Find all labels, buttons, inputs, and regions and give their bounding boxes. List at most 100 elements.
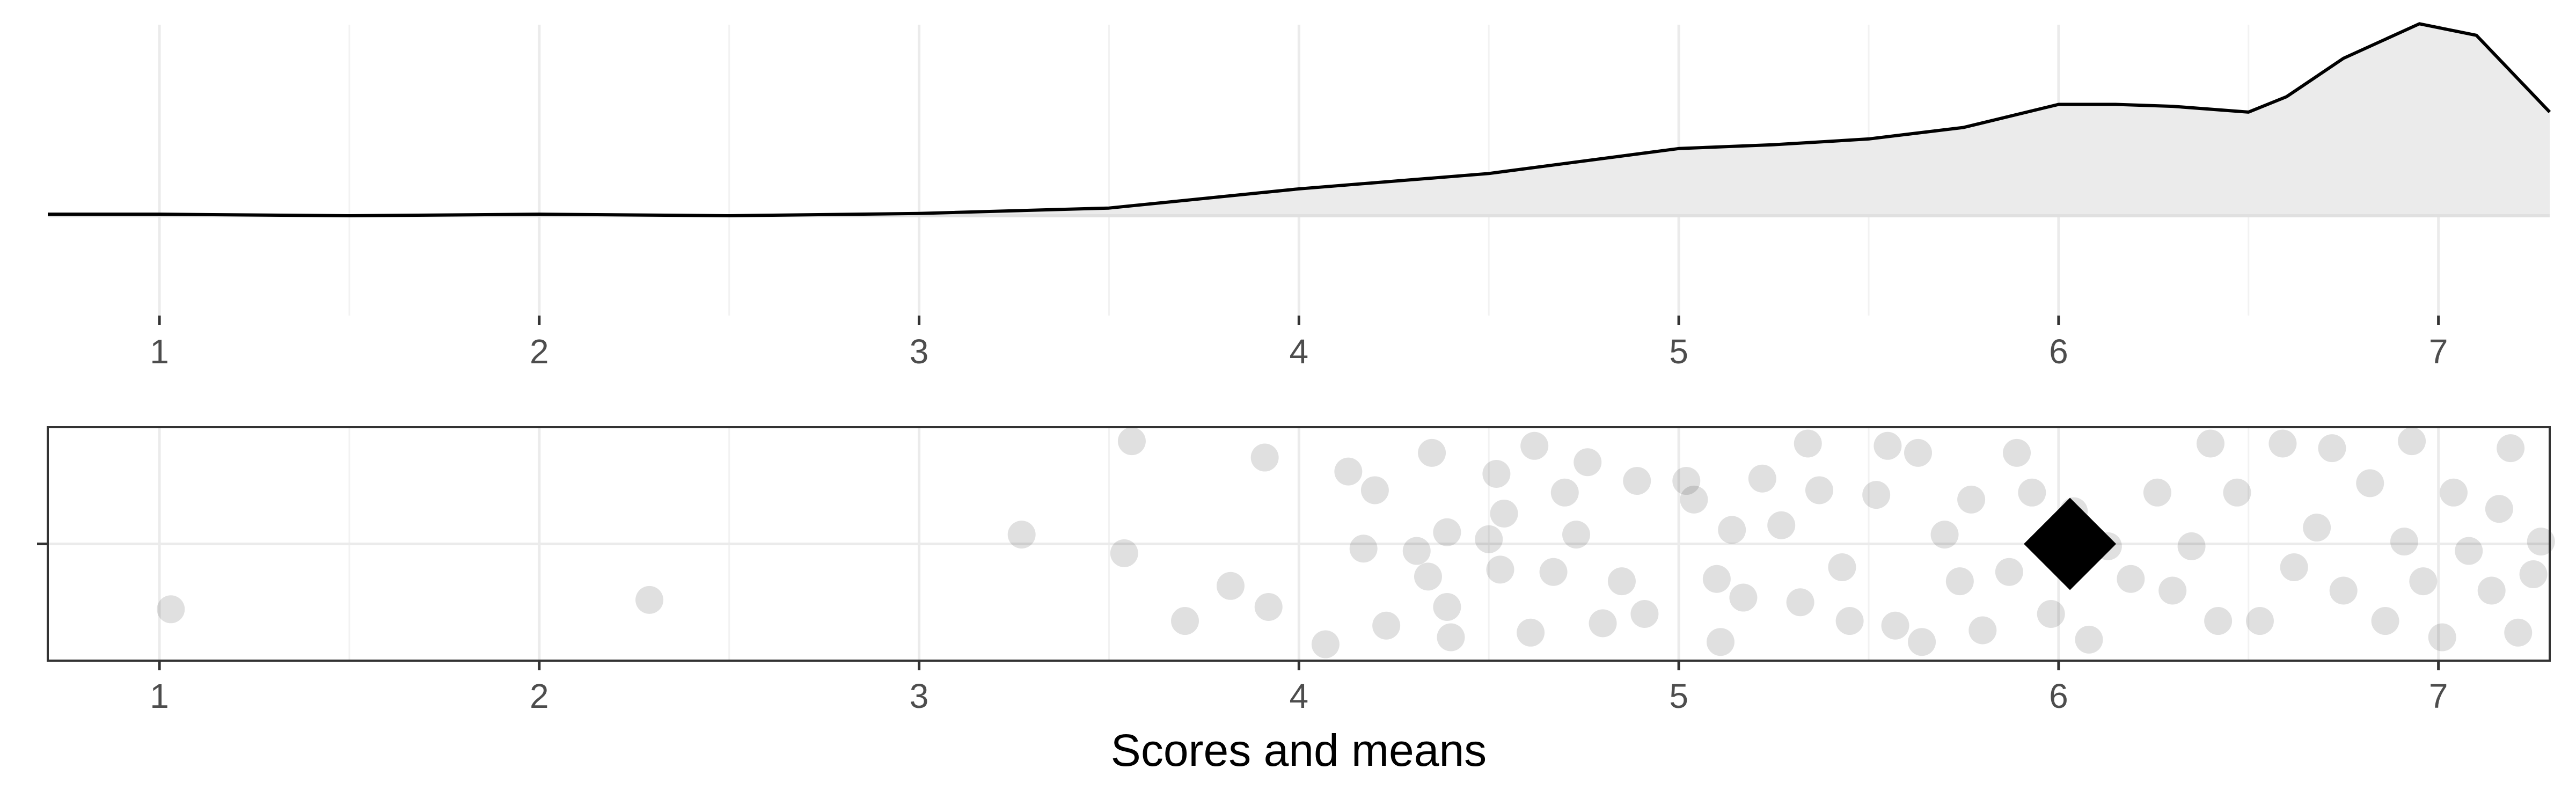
point bbox=[1828, 553, 1856, 581]
point bbox=[2018, 478, 2046, 507]
point bbox=[2439, 478, 2468, 507]
point bbox=[2398, 427, 2426, 456]
x-tick-label: 4 bbox=[1290, 677, 1309, 715]
point bbox=[1171, 607, 1199, 635]
point bbox=[2177, 532, 2206, 560]
point bbox=[2485, 495, 2513, 523]
point bbox=[1957, 485, 1986, 514]
x-tick-label: 4 bbox=[1290, 332, 1309, 371]
point bbox=[1874, 431, 1902, 460]
point bbox=[1706, 628, 1735, 656]
point bbox=[2356, 469, 2384, 497]
point bbox=[1908, 628, 1936, 656]
point bbox=[1414, 562, 1442, 591]
point bbox=[1482, 460, 1511, 488]
x-tick-label: 7 bbox=[2429, 332, 2448, 371]
point bbox=[1574, 448, 1602, 477]
point bbox=[2037, 600, 2065, 628]
point bbox=[1835, 607, 1864, 635]
point bbox=[1718, 516, 1746, 544]
panel-border bbox=[47, 426, 2551, 662]
point bbox=[1402, 537, 1431, 565]
point bbox=[1486, 555, 1514, 584]
x-tick-label: 6 bbox=[2049, 677, 2068, 715]
density-line bbox=[48, 22, 2551, 217]
x-tick-label: 2 bbox=[530, 332, 549, 371]
x-tick-label: 1 bbox=[150, 332, 169, 371]
mean-diamond bbox=[2024, 497, 2117, 590]
x-tick-label: 5 bbox=[1669, 677, 1688, 715]
point bbox=[2527, 528, 2555, 556]
point bbox=[2003, 438, 2031, 467]
x-tick-label: 6 bbox=[2049, 332, 2068, 371]
point bbox=[1110, 539, 1138, 567]
point bbox=[2117, 565, 2145, 593]
point bbox=[1311, 630, 1340, 658]
point bbox=[1372, 611, 1401, 640]
point bbox=[1904, 438, 1932, 467]
x-tick-label: 3 bbox=[910, 332, 929, 371]
point bbox=[1520, 431, 1549, 460]
point bbox=[1334, 457, 1363, 486]
point bbox=[2477, 576, 2506, 605]
point bbox=[1630, 600, 1659, 628]
point bbox=[1475, 525, 1503, 553]
point bbox=[1995, 558, 2023, 586]
point bbox=[2303, 514, 2331, 542]
point bbox=[1794, 429, 1822, 458]
point bbox=[2280, 553, 2308, 581]
point bbox=[1117, 427, 1146, 456]
point bbox=[1767, 511, 1796, 539]
point bbox=[2196, 429, 2224, 458]
point bbox=[2204, 607, 2233, 635]
point bbox=[1672, 467, 1701, 495]
point bbox=[2223, 478, 2251, 507]
point bbox=[2390, 528, 2418, 556]
x-axis-title: Scores and means bbox=[1111, 725, 1487, 775]
point bbox=[1418, 438, 1446, 467]
point bbox=[2497, 434, 2525, 463]
point bbox=[1862, 481, 1891, 509]
point bbox=[2409, 567, 2438, 596]
x-tick-label: 1 bbox=[150, 677, 169, 715]
point bbox=[1729, 583, 1758, 612]
point bbox=[2268, 429, 2297, 458]
point bbox=[1216, 572, 1245, 600]
point bbox=[1539, 558, 1568, 586]
density-area bbox=[48, 24, 2550, 216]
point bbox=[1607, 567, 1636, 596]
point bbox=[2318, 434, 2346, 463]
point bbox=[1805, 476, 1833, 504]
point bbox=[2075, 625, 2103, 654]
point bbox=[1349, 535, 1378, 563]
point bbox=[2504, 618, 2533, 647]
point bbox=[157, 595, 185, 624]
point bbox=[1702, 565, 1731, 593]
point bbox=[2428, 623, 2456, 652]
point bbox=[635, 586, 664, 614]
point bbox=[1490, 499, 1518, 528]
point bbox=[1748, 464, 1776, 493]
point bbox=[1945, 567, 1974, 596]
point bbox=[1968, 616, 1997, 645]
point bbox=[2245, 607, 2274, 635]
point bbox=[1254, 592, 1283, 621]
x-tick-label: 2 bbox=[530, 677, 549, 715]
point bbox=[2519, 560, 2548, 589]
point bbox=[1550, 478, 1579, 507]
x-tick-label: 3 bbox=[910, 677, 929, 715]
point bbox=[2158, 576, 2187, 605]
point bbox=[1786, 588, 1814, 617]
point bbox=[1680, 485, 1708, 514]
point bbox=[1623, 467, 1651, 495]
point bbox=[2455, 537, 2483, 565]
point bbox=[1517, 618, 1545, 647]
x-tick-label: 7 bbox=[2429, 677, 2448, 715]
point bbox=[1007, 521, 1036, 549]
point bbox=[1433, 518, 1461, 546]
point bbox=[1562, 521, 1591, 549]
point bbox=[2143, 478, 2171, 507]
point bbox=[1437, 623, 1465, 652]
